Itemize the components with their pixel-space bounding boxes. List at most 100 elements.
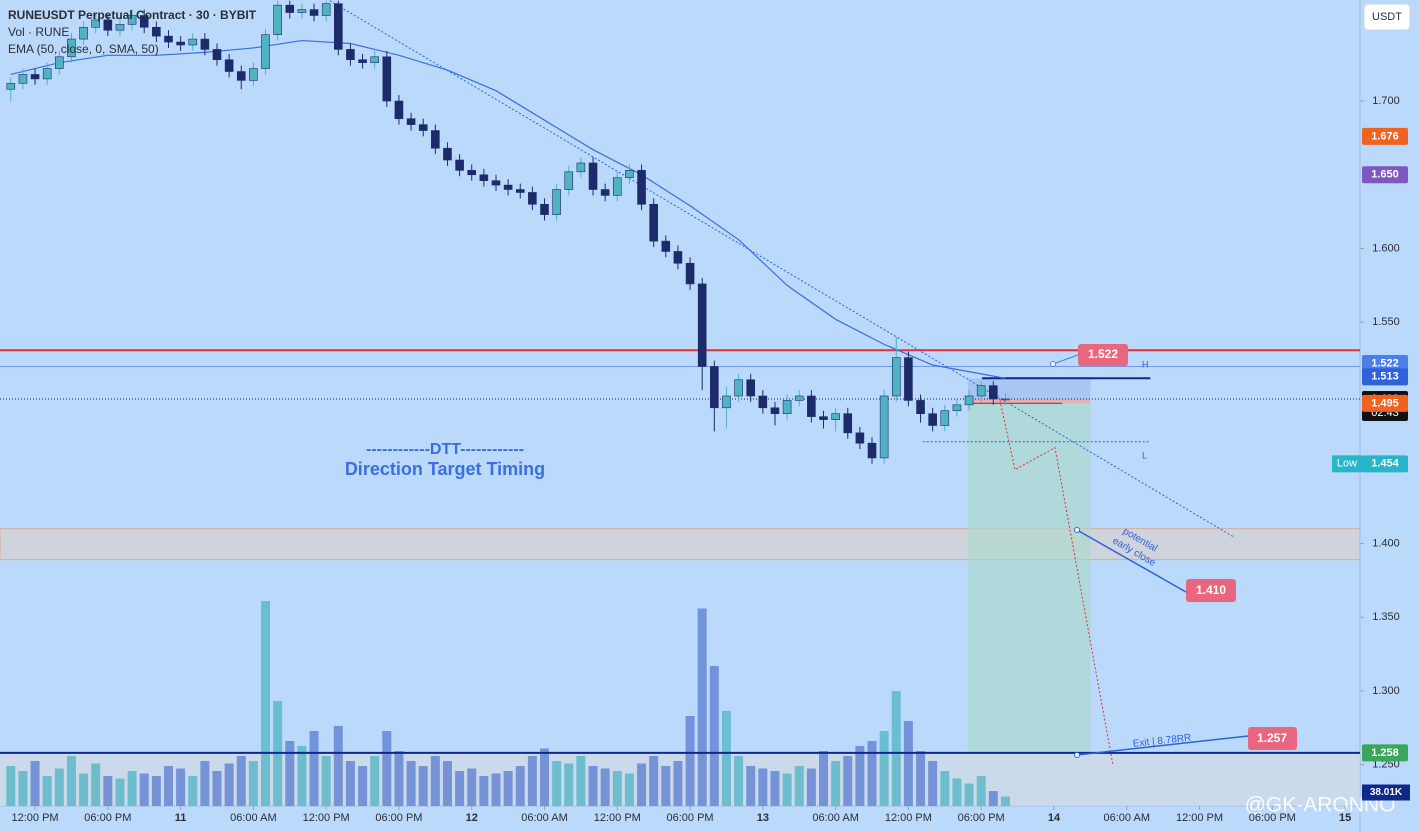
candle-body	[382, 56, 392, 102]
volume-bar	[794, 766, 804, 806]
volume-bar	[564, 763, 574, 806]
candle-body	[164, 35, 173, 43]
volume-bar	[358, 766, 368, 806]
volume-bar	[430, 756, 440, 806]
price-tag-label: 1.676	[1371, 130, 1399, 142]
volume-bar	[1000, 796, 1010, 806]
candle-body	[734, 379, 743, 397]
candle-body	[321, 3, 331, 16]
candle-body	[891, 357, 901, 397]
volume-bar	[200, 761, 210, 806]
price-tag-name-box	[1332, 455, 1362, 473]
candle-body	[673, 251, 683, 264]
candle-body	[285, 4, 295, 13]
x-tick-label: 15	[1339, 812, 1351, 824]
volume-tag	[1362, 784, 1410, 801]
volume-bar	[928, 761, 938, 806]
volume-bar	[916, 751, 926, 806]
candle-body	[79, 26, 88, 40]
currency-button[interactable]	[1363, 3, 1411, 31]
volume-bar	[333, 726, 343, 806]
volume-bar	[673, 761, 683, 806]
candle-body	[273, 4, 282, 35]
candle-body	[6, 83, 16, 90]
candle-body	[334, 3, 343, 50]
volume-bar	[588, 766, 598, 806]
price-tag	[1362, 368, 1408, 386]
volume-bar	[491, 773, 501, 806]
volume-bar	[176, 768, 186, 806]
volume-bar	[18, 771, 28, 806]
volume-bar	[224, 763, 234, 806]
candle-body	[188, 38, 198, 46]
volume-bar	[855, 746, 865, 806]
candle-body	[807, 395, 816, 417]
candle-body	[976, 385, 986, 397]
volume-bar	[261, 601, 271, 806]
volume-bar	[709, 666, 719, 806]
volume-bar	[612, 771, 622, 806]
candle-body	[819, 416, 828, 420]
candle-body	[115, 24, 125, 31]
candle-body	[127, 15, 137, 25]
candle-body	[30, 74, 40, 80]
volume-bar	[442, 761, 452, 806]
volume-bar	[394, 751, 404, 806]
annotation-tag-text: 1.410	[1196, 583, 1226, 597]
candle-body	[697, 283, 707, 367]
candle-body	[928, 413, 937, 426]
candle-body	[576, 162, 586, 173]
candle-body	[370, 56, 379, 63]
x-tick-label: 12:00 PM	[885, 812, 932, 824]
volume-bar	[746, 766, 756, 806]
candle-body	[212, 49, 222, 61]
price-tag-label: 1.258	[1371, 747, 1399, 759]
annotation: ------------DTT------------	[366, 441, 524, 458]
volume-bar	[382, 731, 392, 806]
projection	[999, 400, 1114, 765]
position-target	[967, 398, 1091, 753]
volume-bar	[770, 771, 780, 806]
volume-bar	[151, 776, 161, 806]
volume-bar	[806, 768, 816, 806]
candle-body	[989, 385, 998, 400]
price-tag	[1362, 455, 1408, 473]
range-box	[967, 378, 1091, 399]
y-tick-label: 1.600	[1372, 242, 1400, 254]
annotation: Direction Target Timing	[345, 459, 545, 479]
candle-body	[418, 124, 428, 131]
candle-body	[722, 395, 731, 409]
candle-body	[564, 171, 574, 190]
candle-body	[964, 395, 974, 406]
candle-body	[782, 400, 792, 414]
volume-bar	[467, 768, 477, 806]
volume-bar	[91, 763, 101, 806]
currency[interactable]: USDT	[1372, 11, 1402, 23]
candle-body	[855, 432, 865, 444]
candle-body	[770, 407, 780, 414]
candle-body	[661, 240, 671, 252]
candle-body	[491, 180, 501, 186]
price-tag	[1362, 394, 1408, 412]
candle-body	[394, 100, 404, 120]
candle-body	[103, 19, 113, 31]
callout-dot	[1050, 361, 1056, 367]
candle-body	[879, 395, 889, 459]
price-tag	[1362, 744, 1408, 762]
y-tick-label: 1.550	[1372, 316, 1400, 328]
volume-bar	[479, 776, 489, 806]
position-stop	[967, 398, 1091, 404]
y-tick-label: 1.250	[1372, 759, 1400, 771]
volume-bar	[552, 761, 562, 806]
y-tick-label: 1.300	[1372, 685, 1400, 697]
candle-body	[637, 170, 646, 205]
volume-bar	[54, 768, 64, 806]
candle-body	[503, 184, 513, 190]
price-tag	[1362, 166, 1408, 184]
volume-bar	[212, 771, 222, 806]
x-tick-label: 06:00 PM	[1249, 812, 1296, 824]
volume-bar	[103, 776, 113, 806]
volume-bar	[891, 691, 901, 806]
volume-bar	[624, 773, 634, 806]
candle-body	[625, 170, 634, 179]
